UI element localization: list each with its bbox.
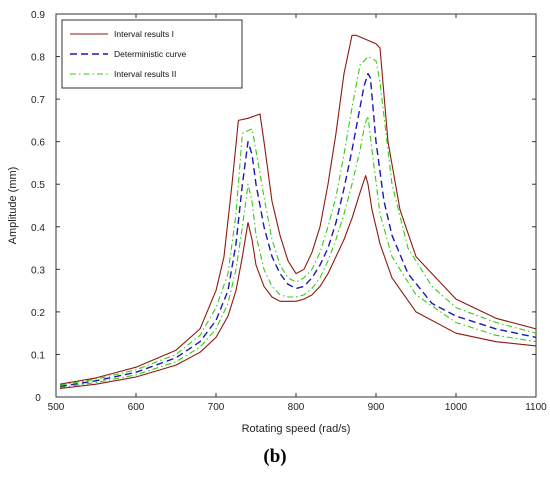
x-tick-label: 500: [48, 402, 65, 413]
legend-label: Deterministic curve: [114, 49, 187, 59]
y-tick-label: 0: [35, 393, 41, 404]
x-tick-label: 1000: [445, 402, 468, 413]
series-line-3: [59, 115, 537, 389]
x-tick-label: 700: [208, 402, 225, 413]
x-axis: 500 600 700 800 900 1000 1100: [48, 14, 547, 413]
x-tick-label: 900: [368, 402, 385, 413]
y-tick-label: 0.5: [31, 180, 45, 191]
x-tick-label: 800: [288, 402, 305, 413]
y-tick-label: 0.1: [31, 350, 45, 361]
y-tick-label: 0.6: [31, 138, 45, 149]
y-tick-label: 0.2: [31, 308, 45, 319]
legend-label: Interval results I: [114, 29, 174, 39]
y-tick-label: 0.8: [31, 53, 45, 64]
series-line-2: [59, 56, 537, 386]
legend: Interval results I Deterministic curve Int…: [61, 19, 243, 89]
y-tick-label: 0.9: [31, 10, 45, 21]
y-axis: 0 0.1 0.2 0.3 0.4 0.5 0.6 0.7 0.8 0.9: [31, 10, 536, 404]
series-line-4: [59, 175, 537, 390]
figure-caption: (b): [263, 446, 287, 467]
series-line-1: [59, 72, 537, 388]
x-axis-label: Rotating speed (rad/s): [242, 423, 351, 435]
y-tick-label: 0.3: [31, 265, 45, 276]
chart: 0 0.1 0.2 0.3 0.4 0.5 0.6 0.7 0.8 0.9 500 600 700 80…: [7, 10, 547, 435]
y-axis-label: Amplitude (mm): [7, 167, 19, 245]
series-layer: [59, 34, 537, 390]
x-tick-label: 1100: [525, 402, 547, 413]
y-tick-label: 0.4: [31, 223, 45, 234]
series-line-0: [59, 34, 537, 385]
legend-label: Interval results II: [114, 69, 176, 79]
y-tick-label: 0.7: [31, 95, 45, 106]
x-tick-label: 600: [128, 402, 145, 413]
